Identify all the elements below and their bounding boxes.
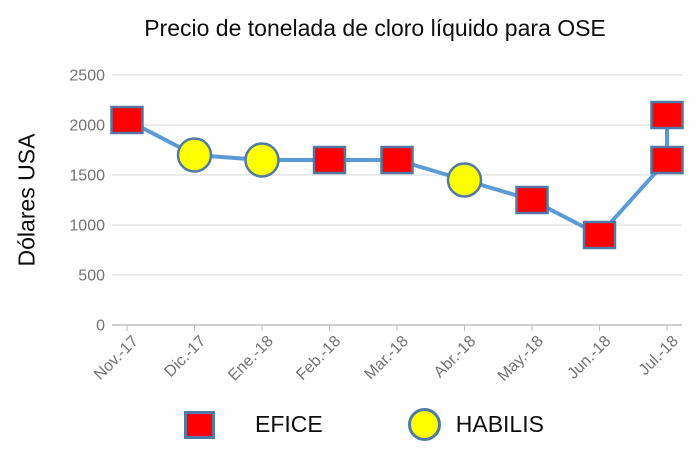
x-axis-tick-label: Jun.-18 [565, 333, 615, 383]
price-line [125, 113, 669, 237]
data-point-efice [650, 145, 684, 175]
y-axis-tick-label: 500 [78, 268, 105, 285]
data-point-efice [582, 220, 617, 250]
data-point-habilis [446, 162, 483, 198]
legend-label-habilis: HABILIS [455, 411, 544, 437]
legend-item-habilis: HABILIS [407, 408, 544, 441]
efice-square-marker-icon [184, 410, 216, 439]
x-axis-tick-label: May.-18 [495, 333, 547, 385]
x-axis-tick-label: Abr.-18 [431, 333, 480, 382]
habilis-circle-marker-icon [407, 408, 441, 441]
legend: EFICE HABILIS [30, 408, 698, 441]
data-point-efice [650, 100, 684, 130]
data-point-efice [110, 105, 144, 135]
y-axis-tick-label: 2500 [69, 68, 105, 85]
chart-title: Precio de tonelada de cloro líquido para… [144, 15, 606, 41]
x-axis-tick-label: Dic.-17 [161, 333, 209, 381]
x-axis-tick-label: Ene.-18 [225, 333, 277, 385]
legend-item-efice: EFICE [184, 410, 323, 439]
x-axis-tick-label: Jul.-18 [636, 333, 682, 379]
data-point-habilis [176, 137, 213, 173]
y-axis-tick-label: 1000 [69, 218, 105, 235]
y-axis-tick-label: 0 [96, 318, 105, 335]
data-point-efice [380, 145, 414, 175]
data-point-efice [515, 185, 549, 215]
y-axis-tick-label: 1500 [69, 168, 105, 185]
data-point-habilis [244, 142, 280, 178]
data-point-efice [312, 145, 347, 175]
x-axis-tick-label: Feb.-18 [293, 333, 344, 384]
x-axis-tick-label: Mar.-18 [361, 333, 411, 383]
y-axis-tick-label: 2000 [69, 118, 105, 135]
x-axis-tick-label: Nov.-17 [91, 333, 142, 384]
legend-label-efice: EFICE [255, 411, 323, 437]
